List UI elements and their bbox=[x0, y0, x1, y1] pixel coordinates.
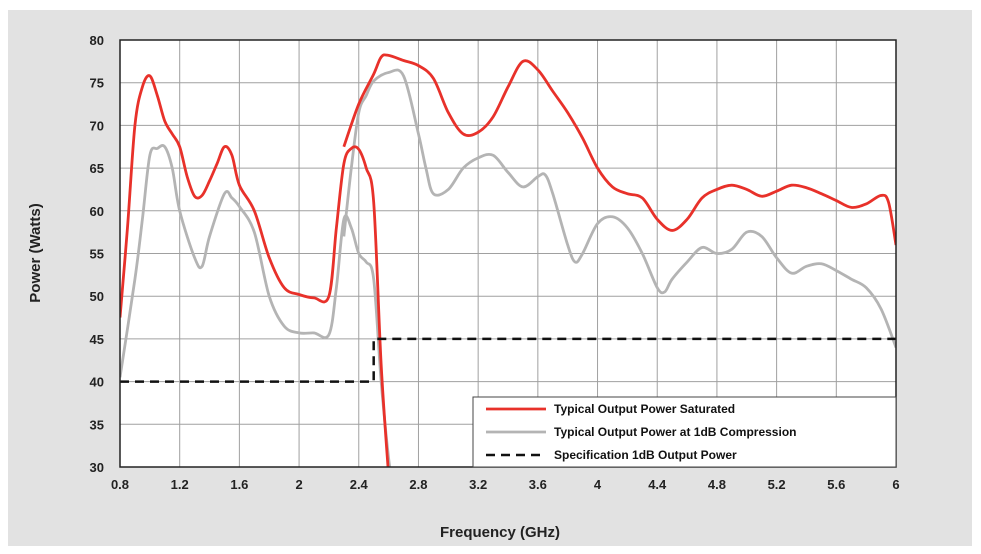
y-tick-label: 40 bbox=[90, 375, 104, 390]
series-layer bbox=[120, 53, 896, 467]
series-line-0 bbox=[120, 74, 390, 467]
legend-label: Typical Output Power at 1dB Compression bbox=[554, 425, 796, 439]
x-tick-label: 2.4 bbox=[350, 477, 369, 492]
x-tick-label: 3.2 bbox=[469, 477, 487, 492]
x-tick-label: 2.8 bbox=[409, 477, 427, 492]
line-chart: 0.8 1.2 1.6 2 2.4 2.8 3.2 3.6 4 4.4 4.8 5.2 5.6 6 30 35… bbox=[27, 33, 900, 541]
x-tick-label: 5.2 bbox=[768, 477, 786, 492]
y-tick-label: 30 bbox=[90, 460, 104, 475]
series-clip-group bbox=[120, 53, 896, 467]
legend-label: Specification 1dB Output Power bbox=[554, 448, 737, 462]
y-tick-label: 80 bbox=[90, 33, 104, 48]
x-tick-label: 1.6 bbox=[230, 477, 248, 492]
x-tick-label: 3.6 bbox=[529, 477, 547, 492]
legend: Typical Output Power Saturated Typical Ou… bbox=[472, 396, 897, 468]
chart-frame: 0.8 1.2 1.6 2 2.4 2.8 3.2 3.6 4 4.4 4.8 5.2 5.6 6 30 35… bbox=[8, 10, 972, 546]
y-tick-label: 70 bbox=[90, 118, 104, 133]
series-line-2 bbox=[120, 337, 896, 383]
x-tick-label: 4.4 bbox=[648, 477, 667, 492]
tick-labels: 0.8 1.2 1.6 2 2.4 2.8 3.2 3.6 4 4.4 4.8 5.2 5.6 6 30 35… bbox=[90, 33, 900, 492]
legend-label: Typical Output Power Saturated bbox=[554, 402, 735, 416]
y-tick-label: 65 bbox=[90, 161, 104, 176]
x-tick-label: 4 bbox=[594, 477, 602, 492]
series-line-1 bbox=[120, 144, 392, 467]
x-tick-label: 6 bbox=[892, 477, 899, 492]
y-tick-label: 55 bbox=[90, 247, 104, 262]
y-tick-label: 50 bbox=[90, 289, 104, 304]
series-line-0 bbox=[342, 53, 896, 246]
series-line-1 bbox=[342, 68, 896, 348]
x-tick-label: 5.6 bbox=[827, 477, 845, 492]
y-tick-label: 35 bbox=[90, 417, 104, 432]
y-tick-label: 60 bbox=[90, 204, 104, 219]
x-tick-label: 2 bbox=[295, 477, 302, 492]
y-tick-label: 75 bbox=[90, 76, 104, 91]
x-axis-title: Frequency (GHz) bbox=[440, 524, 560, 541]
x-tick-label: 0.8 bbox=[111, 477, 129, 492]
y-tick-label: 45 bbox=[90, 332, 104, 347]
x-tick-label: 4.8 bbox=[708, 477, 726, 492]
y-axis-title: Power (Watts) bbox=[27, 203, 44, 302]
x-tick-label: 1.2 bbox=[171, 477, 189, 492]
